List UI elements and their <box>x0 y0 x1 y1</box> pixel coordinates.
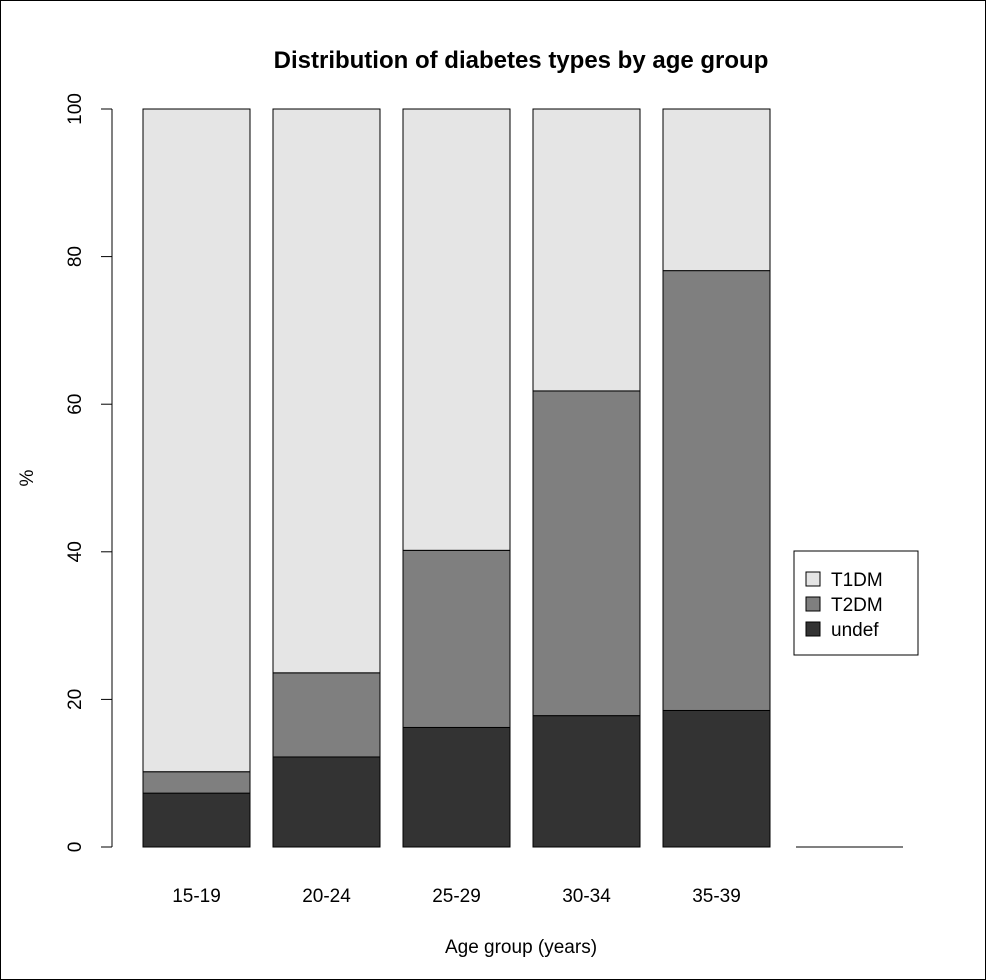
legend: T1DM T2DM undef <box>793 550 919 848</box>
x-axis-label: Age group (years) <box>445 937 597 958</box>
y-tick-label: 40 <box>65 541 86 562</box>
legend-swatch-t2dm <box>805 596 821 612</box>
x-tick-label: 30-34 <box>562 886 611 907</box>
bar-segment-t1dm-20-24 <box>272 108 381 674</box>
y-axis-label: % <box>17 469 38 486</box>
x-tick-label: 15-19 <box>172 886 221 907</box>
bar-segment-t1dm-30-34 <box>532 108 641 392</box>
bar-segment-undef-15-19 <box>142 792 251 848</box>
bar-segment-undef-20-24 <box>272 756 381 848</box>
bar-segment-t2dm-15-19 <box>142 771 251 794</box>
legend-label-t1dm: T1DM <box>831 570 883 591</box>
bar-segment-t1dm-15-19 <box>142 108 251 773</box>
y-axis: 0 20 40 60 80 100 <box>65 93 113 853</box>
bar-segment-undef-25-29 <box>402 726 511 848</box>
bar-segment-t2dm-30-34 <box>532 390 641 717</box>
legend-box <box>793 550 919 656</box>
legend-label-undef: undef <box>831 620 879 641</box>
legend-swatch-undef <box>805 621 821 637</box>
chart-title: Distribution of diabetes types by age gr… <box>274 47 769 74</box>
y-tick-label: 80 <box>65 246 86 267</box>
x-tick-labels: 15-19 20-24 25-29 30-34 35-39 <box>172 886 741 907</box>
y-tick-label: 0 <box>65 842 86 853</box>
bar-group <box>142 108 771 848</box>
x-tick-label: 35-39 <box>692 886 741 907</box>
y-tick-label: 20 <box>65 689 86 710</box>
y-tick-label: 60 <box>65 394 86 415</box>
bar-segment-t2dm-25-29 <box>402 549 511 728</box>
x-tick-label: 20-24 <box>302 886 351 907</box>
legend-label-t2dm: T2DM <box>831 595 883 616</box>
x-tick-label: 25-29 <box>432 886 481 907</box>
legend-swatch-t1dm <box>805 571 821 587</box>
bar-segment-undef-30-34 <box>532 715 641 848</box>
bar-segment-t1dm-35-39 <box>662 108 771 272</box>
y-tick-label: 100 <box>65 93 86 125</box>
bar-segment-t2dm-20-24 <box>272 672 381 758</box>
bar-segment-t2dm-35-39 <box>662 270 771 711</box>
bar-segment-t1dm-25-29 <box>402 108 511 551</box>
bar-segment-undef-35-39 <box>662 709 771 848</box>
